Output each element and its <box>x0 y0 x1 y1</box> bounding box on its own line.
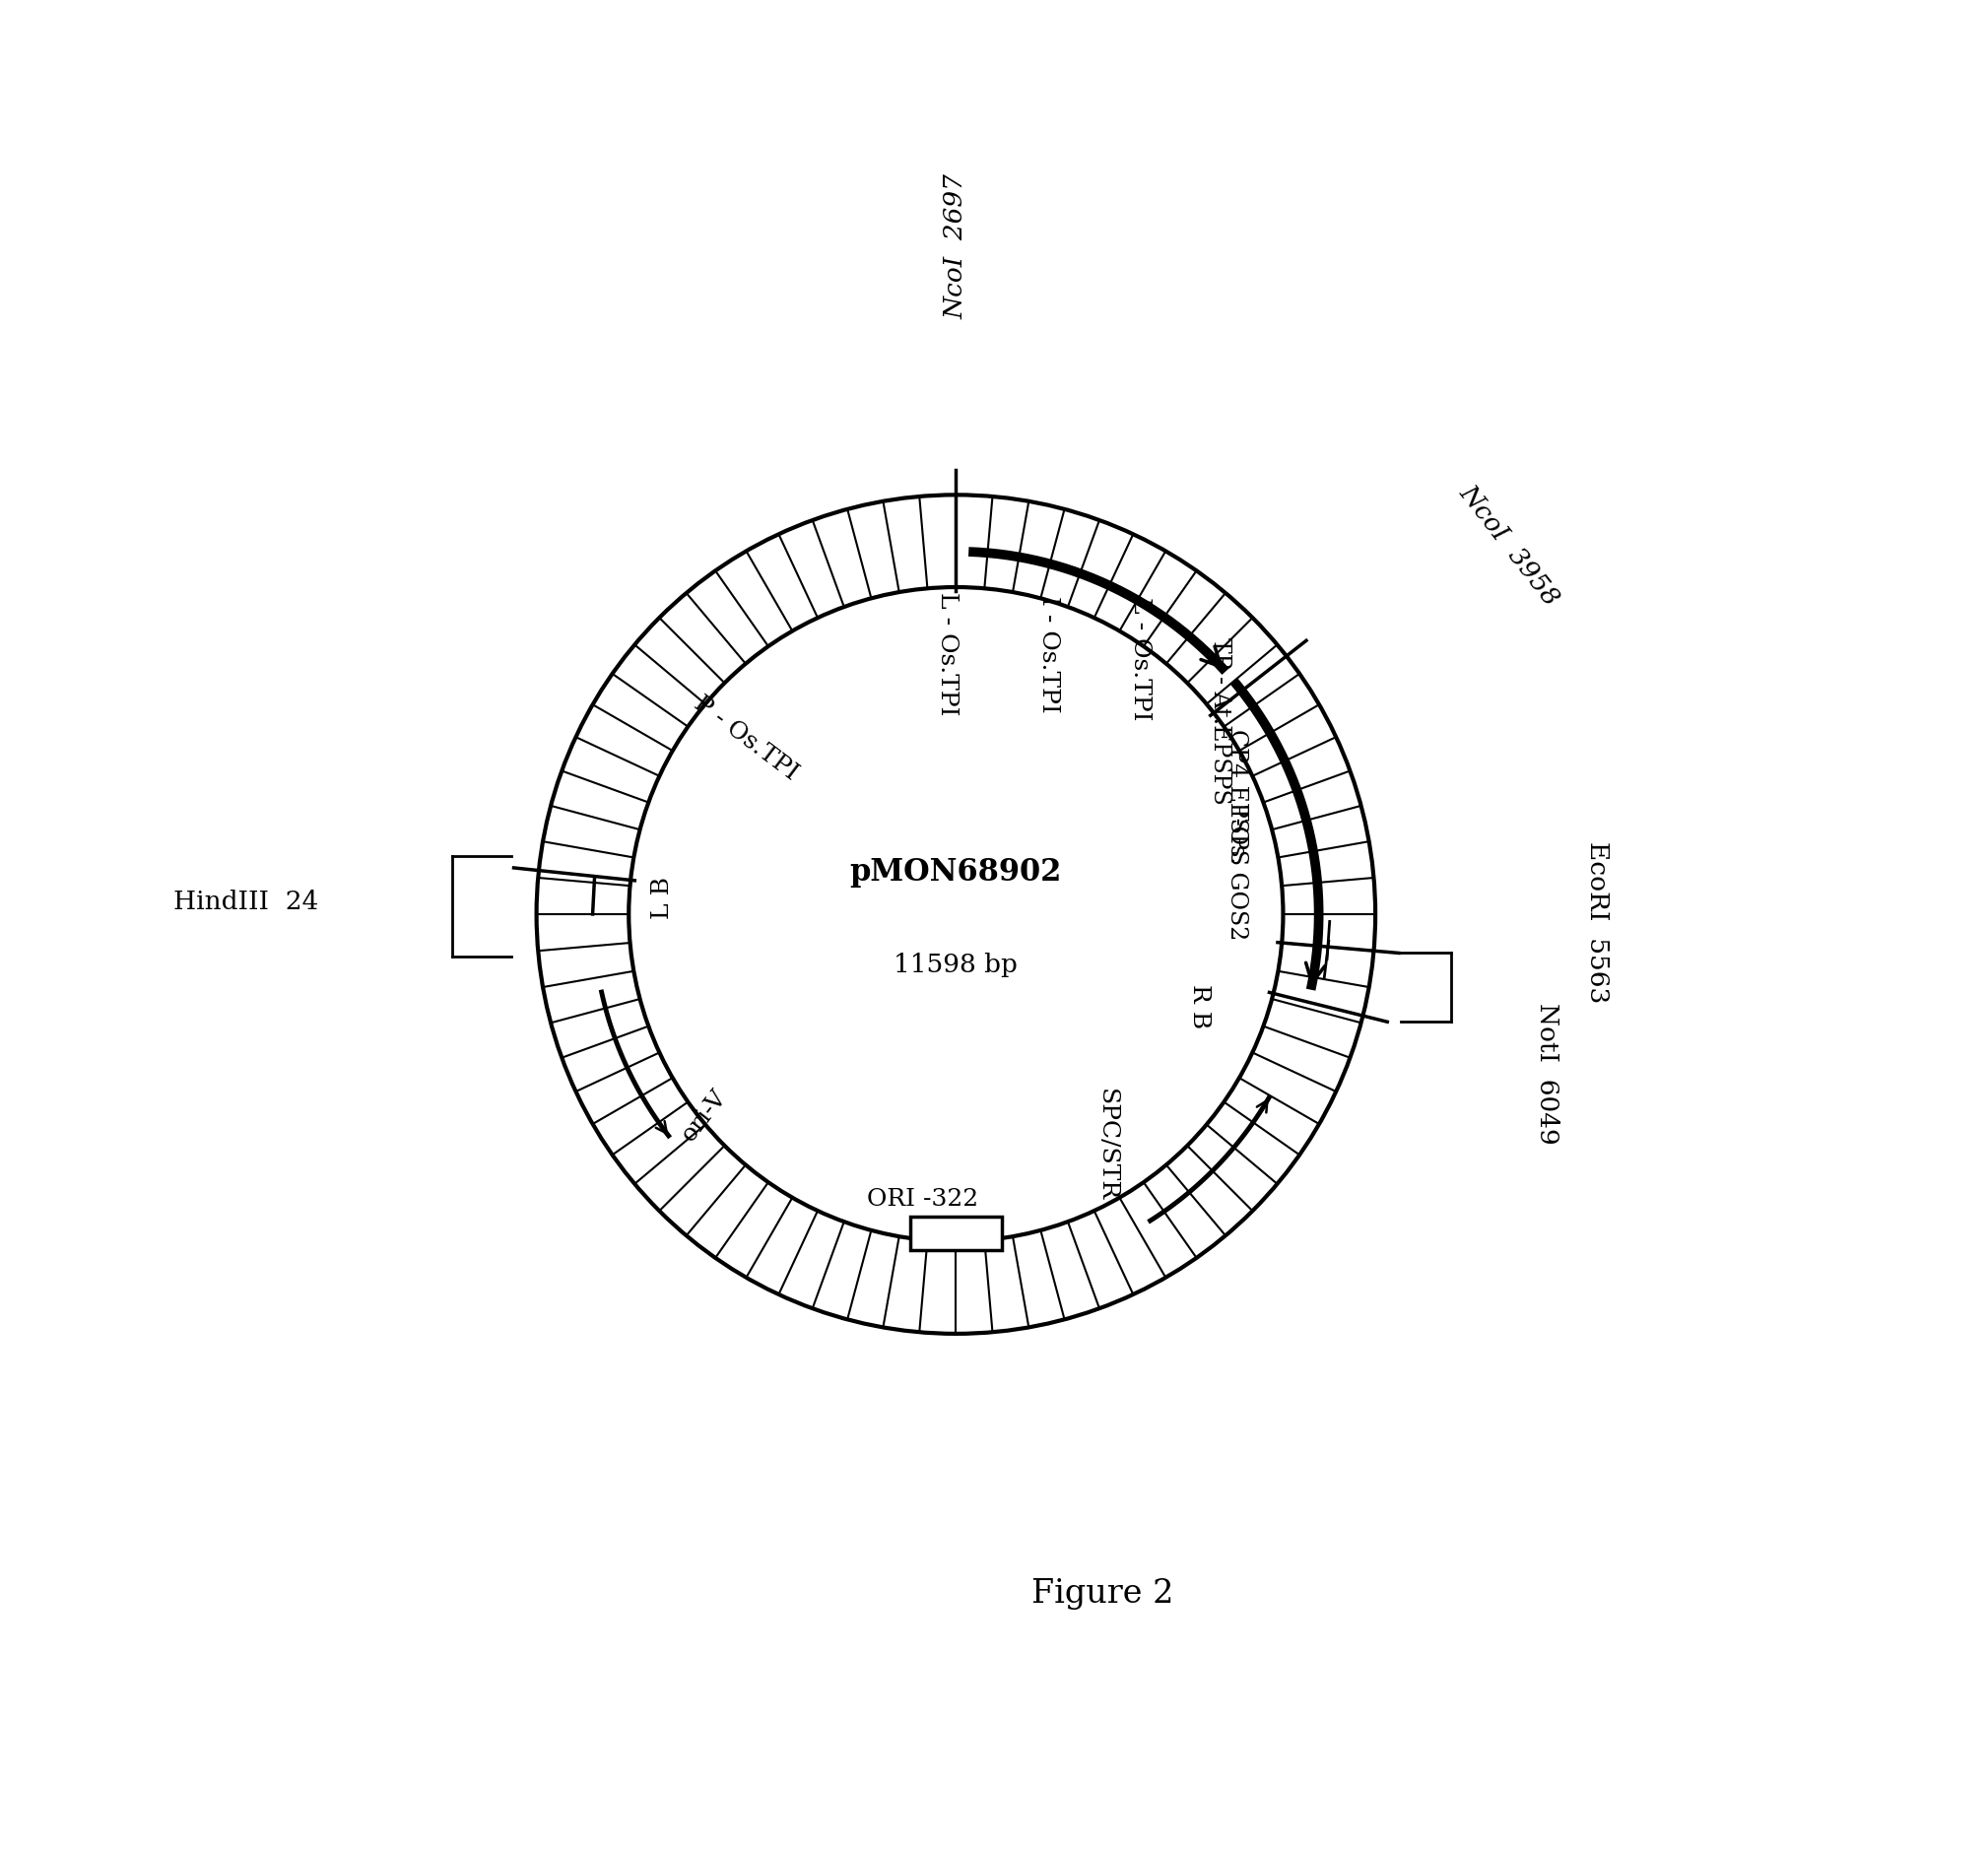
Text: NotI  6049: NotI 6049 <box>1535 1004 1559 1145</box>
Text: ori-V: ori-V <box>678 1085 732 1146</box>
Text: NcoI  2697: NcoI 2697 <box>944 172 968 319</box>
Circle shape <box>537 494 1376 1333</box>
Text: 11598 bp: 11598 bp <box>895 952 1018 978</box>
Text: L - Os.TPI: L - Os.TPI <box>1129 596 1151 720</box>
Text: P - Os.TPI: P - Os.TPI <box>690 693 803 785</box>
Text: L - Os.TPI: L - Os.TPI <box>936 593 958 717</box>
Text: HindIII  24: HindIII 24 <box>173 889 318 915</box>
Circle shape <box>628 587 1282 1241</box>
Text: EcoRI  5563: EcoRI 5563 <box>1584 841 1610 1004</box>
Polygon shape <box>911 1217 1002 1250</box>
Text: SPC/STR: SPC/STR <box>1095 1089 1119 1202</box>
Text: NcoI  3958: NcoI 3958 <box>1455 480 1565 609</box>
Text: L B: L B <box>650 876 674 919</box>
Text: CP4 EPSPS: CP4 EPSPS <box>1227 730 1248 865</box>
Text: pMON68902: pMON68902 <box>849 857 1062 887</box>
Text: I - Os.TPI: I - Os.TPI <box>1038 596 1060 713</box>
Text: R B: R B <box>1189 983 1211 1030</box>
Text: T-Os. GOS2: T-Os. GOS2 <box>1227 804 1248 941</box>
Text: Figure 2: Figure 2 <box>1032 1578 1173 1609</box>
Text: ORI -322: ORI -322 <box>867 1189 978 1211</box>
Text: TP - At.EPSPS: TP - At.EPSPS <box>1209 637 1231 806</box>
